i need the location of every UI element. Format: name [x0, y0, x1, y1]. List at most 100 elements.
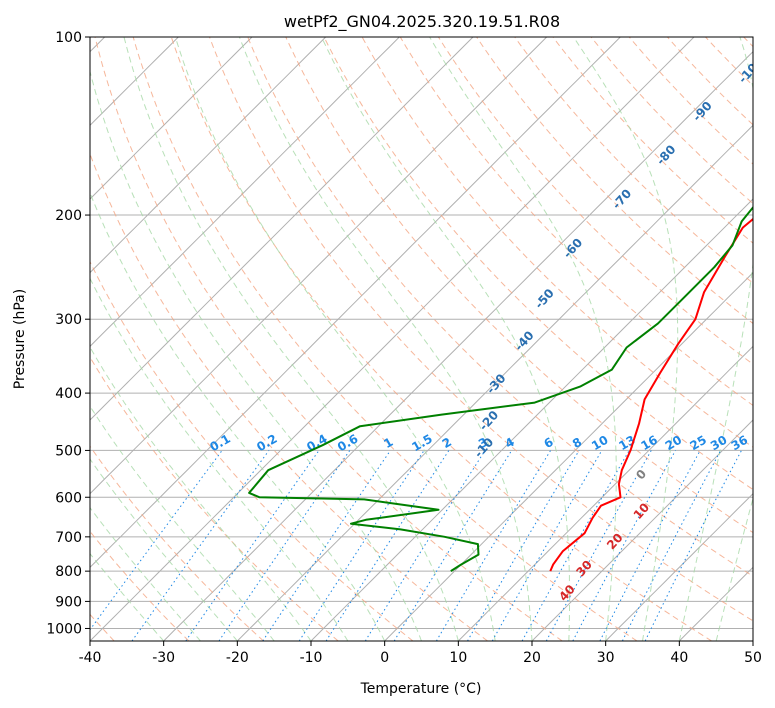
- mixing-ratio-label: 6: [541, 435, 555, 451]
- x-axis-label: Temperature (°C): [360, 681, 482, 697]
- temperature-line: [549, 217, 753, 572]
- x-tick-label: 50: [744, 650, 762, 666]
- profile-series: [248, 205, 753, 572]
- x-tick-label: -20: [226, 650, 249, 666]
- dry-adiabat-line: [743, 37, 753, 48]
- moist-adiabat-line: [90, 191, 386, 641]
- isotherm-line: [531, 419, 753, 641]
- dry-adiabat-line: [94, 37, 563, 641]
- isotherm-line: [90, 37, 621, 569]
- dry-adiabat-line: [90, 530, 190, 641]
- moist-adiabat-line: [238, 37, 533, 641]
- dry-adiabat-line: [628, 37, 753, 165]
- dry-adiabat-label: -50: [532, 286, 557, 311]
- mixing-ratio-label: 0.1: [207, 432, 232, 455]
- y-tick-label: 300: [55, 312, 82, 328]
- x-tick-label: 30: [597, 650, 615, 666]
- dry-adiabat-line: [170, 37, 712, 641]
- mixing-ratio-line: [364, 450, 486, 641]
- mixing-ratio-line: [298, 450, 425, 641]
- dry-adiabat-line: [667, 37, 753, 126]
- dry-adiabat-line: [90, 260, 414, 641]
- dry-adiabat-line: [552, 37, 753, 244]
- y-axis-label: Pressure (hPa): [12, 289, 28, 389]
- y-tick-label: 600: [55, 490, 82, 506]
- dry-adiabat-label: -70: [609, 186, 634, 211]
- moist-adiabat-line: [715, 496, 753, 641]
- moist-adiabat-line: [90, 277, 349, 641]
- isotherm-line: [236, 124, 753, 641]
- mixing-ratio-line: [393, 450, 513, 641]
- x-tick-label: -30: [152, 650, 175, 666]
- dry-adiabat-line: [90, 356, 339, 641]
- isotherm-line: [752, 640, 753, 641]
- y-tick-label: 200: [55, 208, 82, 224]
- moist-adiabat-line: [90, 506, 201, 641]
- moist-adiabat-line: [678, 37, 753, 641]
- x-tick-label: 40: [670, 650, 688, 666]
- isotherm-line: [90, 37, 327, 274]
- dry-adiabat-line: [437, 37, 753, 365]
- dry-adiabat-line: [90, 445, 264, 641]
- dry-adiabat-line: [361, 37, 753, 448]
- isotherm-line: [457, 345, 753, 641]
- y-tick-label: 800: [55, 564, 82, 580]
- mixing-ratio-line: [545, 450, 652, 641]
- moist-adiabat-line: [90, 458, 238, 641]
- moist-adiabat-label: 0: [633, 467, 649, 483]
- dry-adiabat-line: [90, 152, 488, 641]
- dry-adiabat-line: [514, 37, 753, 284]
- mixing-ratio-line: [325, 450, 450, 641]
- y-tick-label: 100: [55, 30, 82, 46]
- mixing-ratio-label: 0.6: [335, 432, 360, 455]
- mixing-ratio-line: [90, 450, 223, 631]
- y-tick-label: 700: [55, 530, 82, 546]
- dry-adiabat-line: [247, 37, 753, 577]
- moist-adiabat-line: [573, 37, 679, 641]
- y-tick-label: 900: [55, 594, 82, 610]
- isotherm-line: [90, 37, 474, 421]
- dry-adiabat-label: -20: [476, 408, 501, 433]
- mixing-ratio-line: [435, 450, 552, 641]
- x-tick-label: -40: [79, 650, 102, 666]
- dry-adiabat-line: [323, 37, 753, 491]
- moist-adiabat-label: 10: [631, 500, 653, 522]
- mixing-ratio-label: 1.5: [409, 432, 434, 455]
- moist-adiabat-line: [90, 405, 275, 641]
- mixing-ratio-line: [218, 450, 351, 641]
- x-tick-label: 10: [449, 650, 467, 666]
- dry-adiabat-line: [590, 37, 753, 205]
- moist-adiabat-line: [321, 37, 571, 641]
- dry-adiabat-line: [209, 37, 753, 622]
- dewpoint-line: [248, 205, 753, 572]
- moist-adiabat-line: [90, 69, 422, 641]
- moist-adiabat-line: [752, 639, 753, 641]
- moist-adiabat-line: [90, 346, 312, 641]
- x-tick-label: -10: [300, 650, 323, 666]
- dry-adiabat-label: -90: [690, 99, 715, 124]
- y-tick-label: 1000: [46, 621, 82, 637]
- x-tick-label: 20: [523, 650, 541, 666]
- reference-line-labels: 0.1 0.2 0.4 0.6 1 1.5 2 3 4 6 8 10 13 16 20 25 30 36-100-…: [207, 54, 753, 604]
- isotherm-line: [90, 37, 695, 641]
- plot-frame: [89, 36, 754, 642]
- mixing-ratio-label: 2: [440, 435, 454, 451]
- mixing-ratio-line: [521, 450, 630, 641]
- mixing-ratio-line: [131, 450, 270, 641]
- moist-adiabat-line: [429, 37, 617, 641]
- mixing-ratio-line: [572, 450, 676, 641]
- dry-adiabat-line: [705, 37, 753, 87]
- mixing-ratio-line: [262, 450, 391, 641]
- moist-adiabat-line: [123, 37, 459, 641]
- moist-adiabat-line: [174, 37, 496, 641]
- isotherm-line: [163, 50, 753, 641]
- isotherm-line: [90, 37, 548, 495]
- moist-adiabat-label: 40: [556, 582, 578, 604]
- dry-adiabat-label: -60: [560, 236, 585, 261]
- dry-adiabat-label: -40: [512, 328, 537, 353]
- reference-lines: [90, 37, 753, 641]
- mixing-ratio-line: [185, 450, 320, 641]
- dry-adiabat-line: [476, 37, 753, 325]
- dry-adiabat-line: [399, 37, 753, 407]
- y-tick-label: 500: [55, 443, 82, 459]
